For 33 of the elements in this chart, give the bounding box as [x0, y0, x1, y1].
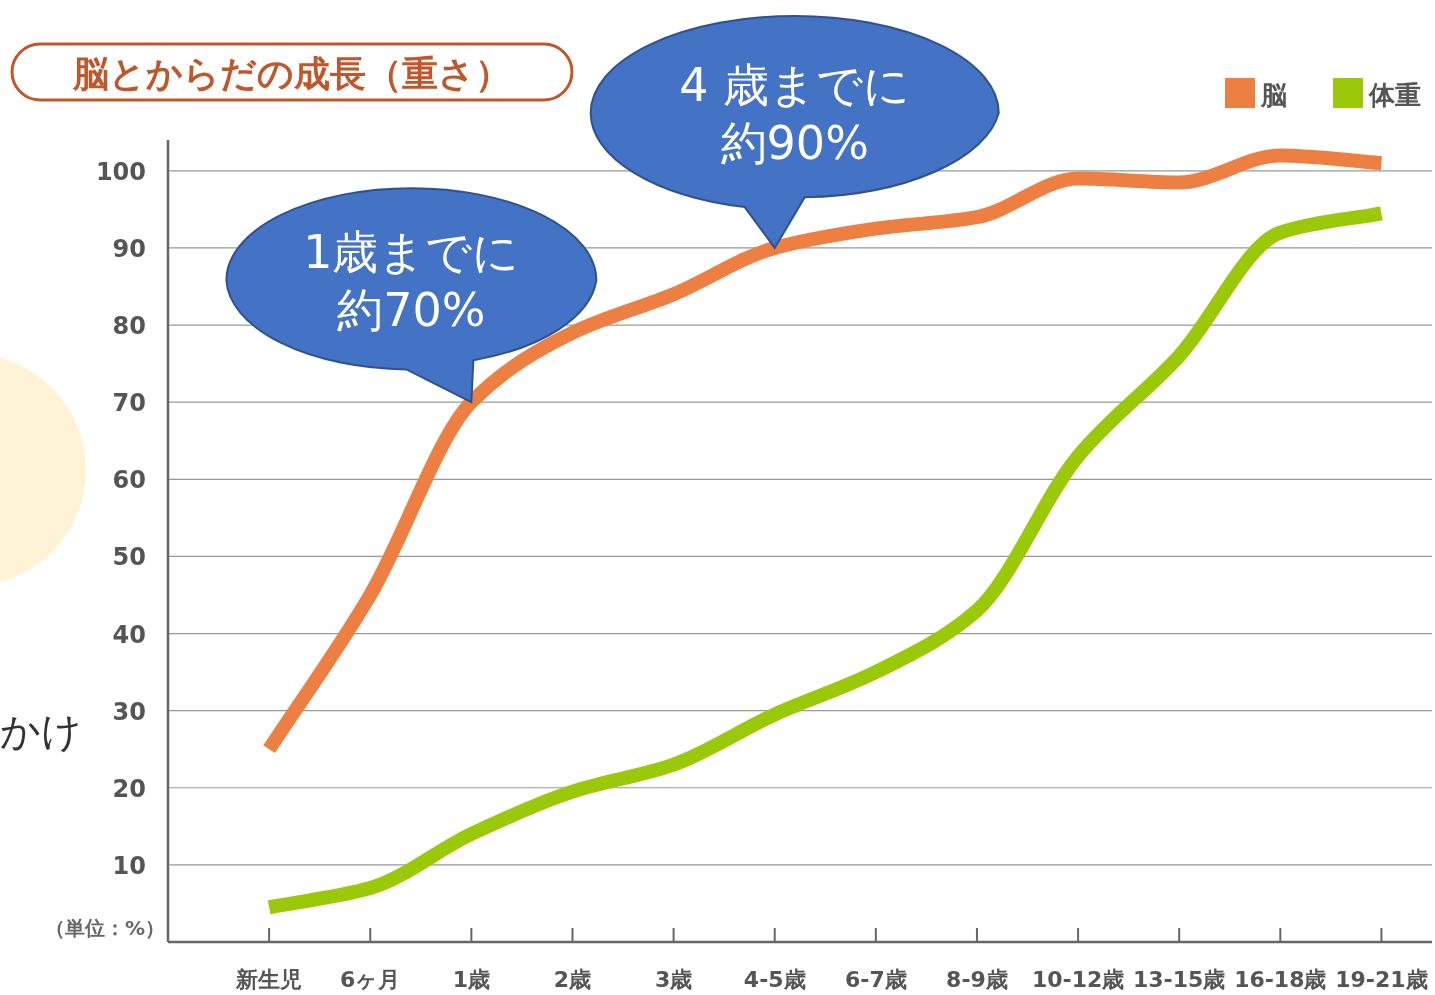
y-tick-label: 90 — [112, 234, 146, 263]
text: （単位：%） — [44, 916, 166, 940]
annotation: 4 歳までに — [679, 57, 911, 112]
y-tick-label: 80 — [112, 312, 146, 341]
annotation: 約70% — [337, 283, 486, 338]
x-tick-label: 2歳 — [553, 967, 592, 992]
y-tick-label: 70 — [112, 389, 146, 418]
y-tick-label: 10 — [112, 851, 146, 880]
annotation: 約90% — [720, 115, 869, 170]
x-tick-label: 13-15歳 — [1133, 967, 1226, 992]
y-tick-label: 100 — [95, 157, 146, 186]
callout: 1歳までに 約70% — [225, 187, 598, 404]
y-tick-label: 20 — [112, 774, 146, 803]
chart-title: 脳とからだの成長（重さ） — [72, 53, 511, 94]
y-tick-label: 30 — [112, 697, 146, 726]
x-tick-label: 新生児 — [235, 967, 303, 992]
x-tick-label: 6ヶ月 — [340, 967, 401, 992]
x-tick-label: 6-7歳 — [844, 967, 907, 992]
x-tick-label: 1歳 — [452, 967, 491, 992]
x-tick-label: 3歳 — [654, 967, 693, 992]
legend-label: 体重 — [1368, 80, 1421, 110]
y-tick-label: 60 — [112, 466, 146, 495]
y-tick-label: 50 — [112, 543, 146, 572]
y-tick-label: 40 — [112, 620, 146, 649]
x-tick-label: 4-5歳 — [743, 967, 806, 992]
x-tick-label: 19-21歳 — [1335, 967, 1428, 992]
x-tick-label: 10-12歳 — [1031, 967, 1125, 992]
x-tick-label: 16-18歳 — [1234, 967, 1327, 992]
legend-label: 脳 — [1260, 80, 1287, 110]
x-tick-label: 8-9歳 — [946, 967, 1008, 992]
text: かけ — [0, 708, 82, 754]
annotation: 1歳までに — [303, 225, 520, 280]
callout: 4 歳までに 約90% — [589, 15, 1000, 249]
